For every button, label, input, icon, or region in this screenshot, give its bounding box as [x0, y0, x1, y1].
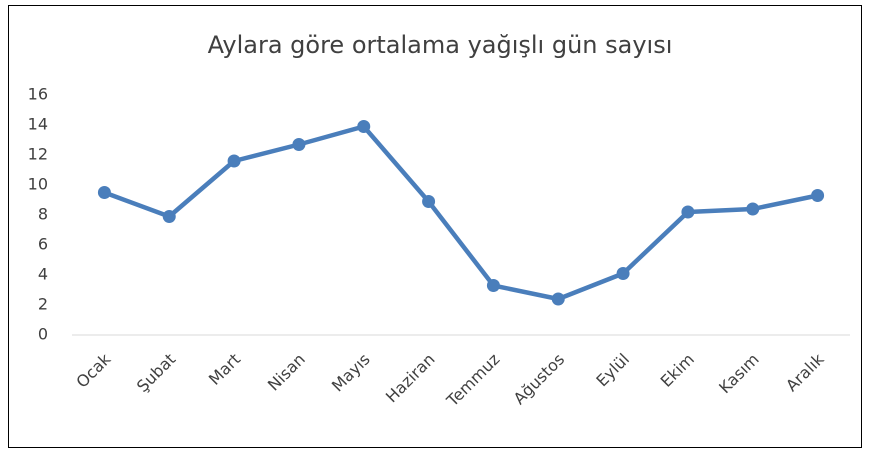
y-tick-label: 10 [28, 175, 48, 194]
data-point [292, 138, 306, 151]
chart-title: Aylara göre ortalama yağışlı gün sayısı [208, 31, 673, 59]
data-point [681, 205, 695, 219]
y-tick-label: 16 [28, 85, 48, 104]
data-point [551, 292, 565, 306]
y-tick-label: 14 [28, 115, 48, 134]
data-point [227, 154, 241, 168]
y-tick-label: 4 [38, 265, 48, 284]
line-series [103, 124, 819, 302]
data-point [97, 186, 111, 199]
y-tick-label: 0 [38, 325, 48, 344]
y-tick-label: 6 [38, 235, 48, 254]
data-point [811, 189, 825, 202]
data-point [422, 195, 436, 208]
data-point [357, 120, 371, 133]
y-tick-label: 2 [38, 295, 48, 314]
data-point [162, 210, 176, 223]
data-point [746, 202, 760, 216]
y-tick-label: 12 [28, 145, 48, 164]
data-point [486, 279, 500, 292]
y-tick-label: 8 [38, 205, 48, 224]
chart-border [8, 5, 862, 448]
data-point [616, 267, 630, 280]
